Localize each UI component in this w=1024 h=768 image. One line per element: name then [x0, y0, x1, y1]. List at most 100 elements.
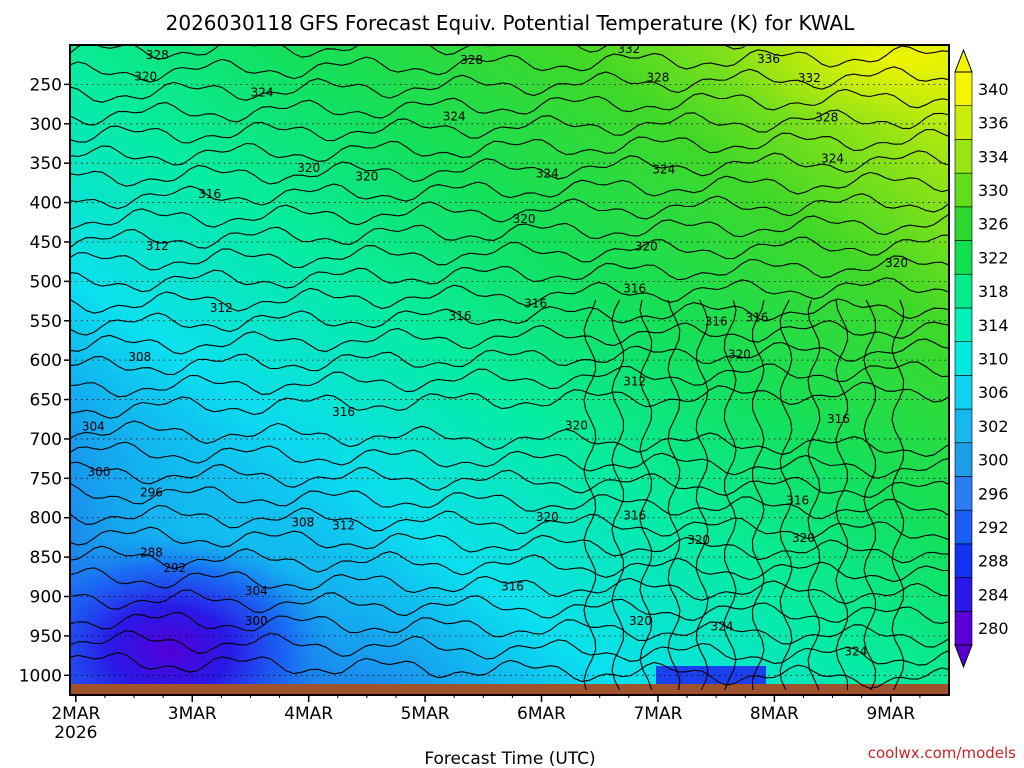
contour-line: [70, 461, 949, 499]
contour-label: 316: [827, 412, 850, 426]
contour-line: [70, 109, 949, 144]
contour-line: [70, 150, 949, 187]
contour-label: 312: [146, 239, 169, 253]
contour-line: [70, 128, 949, 166]
contour-line: [863, 299, 877, 691]
contour-label: 320: [635, 240, 658, 254]
contour-line: [70, 611, 949, 648]
contour-label: 332: [798, 71, 821, 85]
contour-label: 316: [332, 405, 355, 419]
y-tick-label: 650: [30, 391, 62, 411]
contour-line: [70, 441, 949, 479]
contour-label: 296: [140, 486, 163, 500]
contour-label: 324: [711, 619, 734, 633]
contour-label: 316: [705, 315, 728, 329]
contour-label: 316: [501, 579, 524, 593]
colorbar-swatch: [954, 139, 973, 174]
contour-line: [70, 213, 949, 249]
contour-line: [70, 361, 949, 398]
contour-line: [70, 193, 949, 230]
credit-text: coolwx.com/models: [868, 744, 1016, 762]
contour-label: 324: [652, 162, 675, 176]
contour-label: 328: [815, 110, 838, 124]
contour-label: 312: [623, 374, 646, 388]
x-tick-label: 3MAR: [168, 704, 217, 724]
colorbar-label: 314: [978, 316, 1009, 335]
colorbar-top-arrow: [954, 48, 973, 73]
contour-line: [807, 299, 821, 691]
contour-label: 300: [88, 465, 111, 479]
x-tick-label: 9MAR: [866, 704, 915, 724]
contour-label: 320: [629, 614, 652, 628]
y-tick-label: 450: [30, 233, 62, 253]
contour-label: 320: [885, 256, 908, 270]
colorbar-swatch: [954, 610, 973, 646]
colorbar-label: 296: [978, 484, 1009, 503]
colorbar-swatch: [954, 105, 973, 140]
contour-label: 312: [332, 519, 355, 533]
contour-line: [70, 255, 949, 293]
contour-label: 328: [146, 48, 169, 62]
y-tick-label: 750: [30, 469, 62, 489]
contour-line: [70, 88, 949, 126]
y-axis: 250 300 350 400 450 500 550 600 650 700 750 800 850 9…: [19, 75, 70, 686]
contour-label: 320: [536, 510, 559, 524]
contour-line: [611, 299, 625, 691]
contour-line: [70, 171, 949, 210]
colorbar-label: 302: [978, 417, 1009, 436]
y-tick-label: 800: [30, 509, 62, 529]
contour-label: 324: [821, 151, 844, 165]
contour-line: [70, 298, 949, 336]
x-tick-label: 4MAR: [284, 704, 333, 724]
contour-label: 304: [245, 584, 268, 598]
contour-label: 316: [623, 508, 646, 522]
y-tick-label: 600: [30, 351, 62, 371]
colorbar: 280 284 288 292 296 300 302 306 310 314 318 322 326 3…: [954, 48, 1009, 669]
contour-label: 320: [297, 161, 320, 175]
contour-label: 304: [82, 419, 105, 433]
x-tick-label: 6MAR: [517, 704, 566, 724]
contour-label: 328: [646, 70, 669, 84]
y-tick-label: 850: [30, 548, 62, 568]
contour-line: [70, 45, 887, 60]
contour-line: [835, 299, 849, 691]
contour-line: [667, 299, 681, 691]
y-tick-label: 350: [30, 154, 62, 174]
colorbar-swatch: [954, 543, 973, 578]
colorbar-label: 322: [978, 248, 1009, 267]
colorbar-swatch: [954, 442, 973, 477]
contour-line: [70, 320, 949, 355]
colorbar-label: 336: [978, 114, 1009, 133]
grid-lines: [70, 83, 949, 676]
contour-line: [70, 630, 949, 666]
contour-line: [70, 504, 949, 541]
cold-core-region: [70, 530, 340, 695]
contour-line: [70, 277, 949, 314]
x-tick-label: 7MAR: [633, 704, 682, 724]
colorbar-label: 284: [978, 585, 1009, 604]
contour-line: [695, 299, 709, 691]
colorbar-swatch: [954, 577, 973, 612]
colorbar-label: 318: [978, 282, 1009, 301]
colorbar-label: 280: [978, 619, 1009, 638]
contour-line: [70, 420, 949, 457]
contour-label: 328: [460, 53, 483, 67]
colorbar-swatch: [954, 206, 973, 241]
colorbar-swatch: [954, 509, 973, 545]
colorbar-label: 326: [978, 215, 1009, 234]
contour-label: 320: [355, 170, 378, 184]
contour-label: 308: [128, 350, 151, 364]
contour-line: [723, 299, 737, 691]
colorbar-swatch: [954, 408, 973, 444]
contour-labels: 328 328 332 336 320 328 332 324 324 328 320 320 324 3…: [82, 45, 908, 659]
contour-label: 316: [745, 311, 768, 325]
contour-line: [70, 381, 949, 419]
contour-label: 324: [536, 166, 559, 180]
colorbar-label: 330: [978, 181, 1009, 200]
contour-label: 320: [687, 533, 710, 547]
colorbar-label: 292: [978, 518, 1009, 537]
contour-label: 324: [443, 110, 466, 124]
plot-frame: [69, 44, 950, 696]
contour-label: 308: [291, 515, 314, 529]
